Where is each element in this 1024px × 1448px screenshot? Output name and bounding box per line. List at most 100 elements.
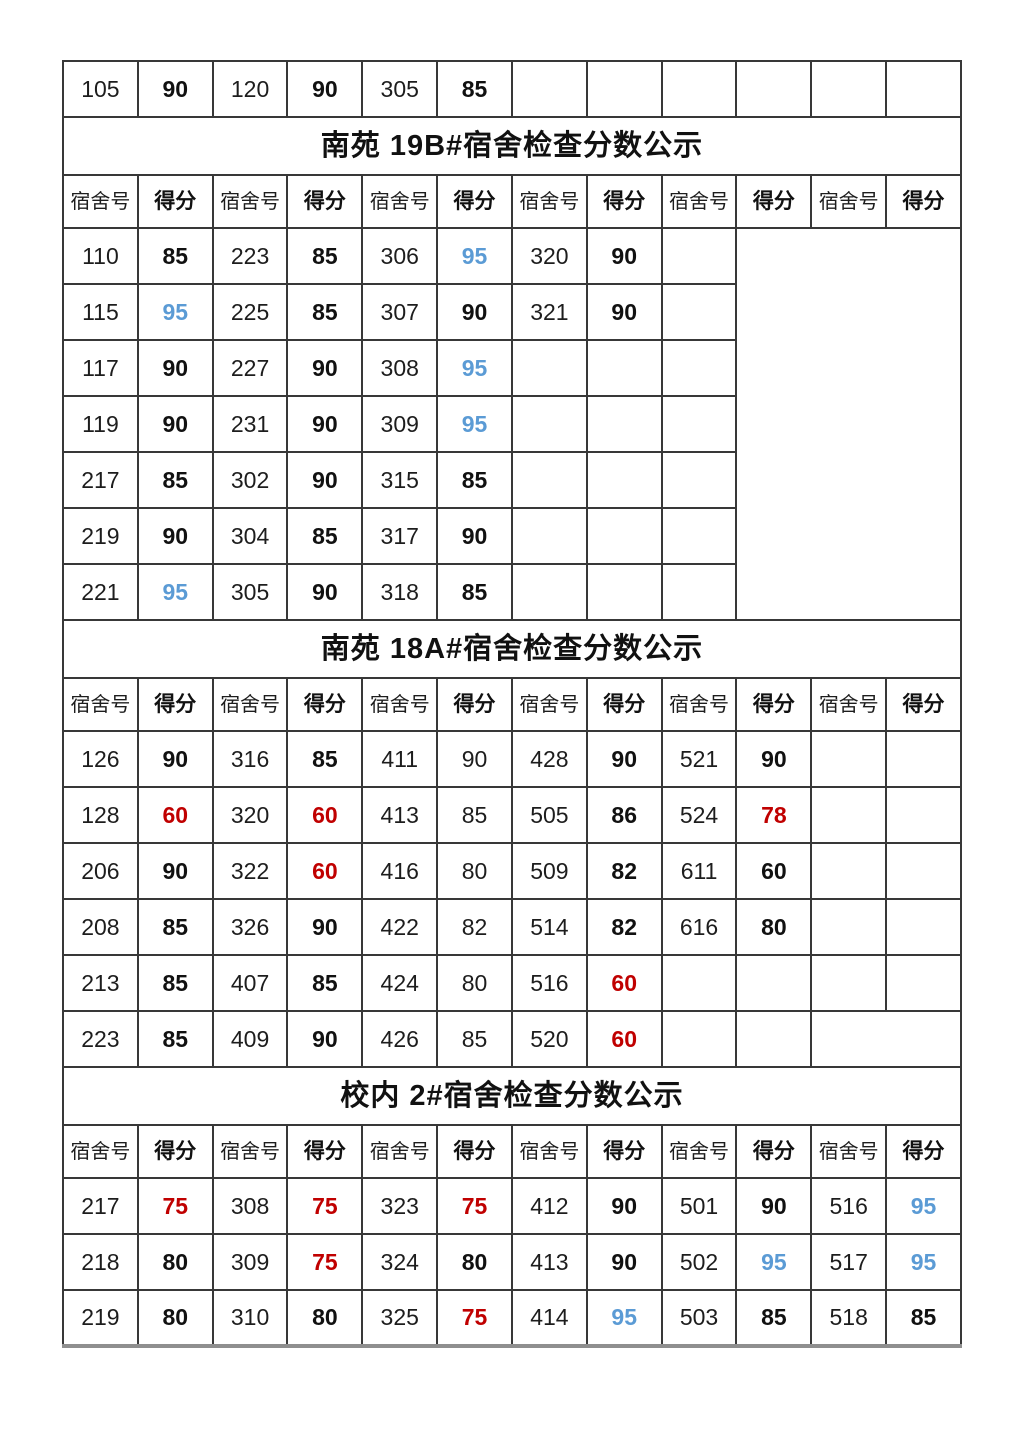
room-number-cell: 218	[62, 1233, 139, 1291]
section-title-row: 校内 2#宿舍检查分数公示	[62, 1066, 962, 1126]
header-room-label: 宿舍号	[660, 174, 738, 229]
section-title-row: 南苑 19B#宿舍检查分数公示	[62, 116, 962, 176]
room-number-cell: 221	[62, 563, 139, 621]
score-cell: 90	[136, 339, 214, 397]
score-cell: 90	[136, 507, 214, 565]
score-cell: 60	[585, 1010, 663, 1068]
score-cell: 80	[136, 1233, 214, 1291]
room-number-cell: 524	[660, 786, 738, 844]
score-cell: 85	[286, 730, 364, 788]
score-cell: 90	[286, 339, 364, 397]
room-number-cell: 521	[660, 730, 738, 788]
empty-cell	[735, 1010, 813, 1068]
header-score-label: 得分	[136, 1124, 214, 1179]
table-row: 119 90 231 90 309 95	[62, 395, 961, 453]
room-number-cell: 411	[361, 730, 439, 788]
score-cell: 90	[585, 1233, 663, 1291]
score-cell: 80	[436, 954, 513, 1012]
score-cell: 90	[585, 730, 663, 788]
header-room-label: 宿舍号	[62, 677, 139, 732]
score-cell: 60	[286, 842, 364, 900]
empty-cell	[885, 842, 962, 900]
room-number-cell: 308	[361, 339, 439, 397]
table-row: 217 75 308 75 323 75 412 90 501 90 516 95	[62, 1177, 962, 1235]
room-number-cell: 520	[510, 1010, 588, 1068]
score-cell: 85	[436, 60, 513, 118]
score-cell: 75	[136, 1177, 214, 1235]
empty-cell	[660, 507, 738, 565]
score-cell: 85	[136, 954, 214, 1012]
header-score-label: 得分	[585, 677, 663, 732]
score-cell: 90	[286, 395, 364, 453]
score-cell: 95	[436, 395, 513, 453]
room-number-cell: 120	[211, 60, 289, 118]
room-number-cell: 128	[62, 786, 139, 844]
room-number-cell: 502	[660, 1233, 738, 1291]
table-row: 219 90 304 85 317 90	[62, 507, 961, 565]
room-number-cell: 217	[62, 1177, 139, 1235]
header-score-label: 得分	[136, 174, 214, 229]
header-room-label: 宿舍号	[510, 174, 588, 229]
empty-cell	[810, 954, 888, 1012]
room-number-cell: 323	[361, 1177, 439, 1235]
empty-cell	[810, 898, 888, 956]
room-number-cell: 518	[810, 1289, 888, 1347]
header-room-label: 宿舍号	[211, 1124, 289, 1179]
room-number-cell: 307	[361, 283, 439, 341]
score-cell: 85	[286, 283, 364, 341]
room-number-cell: 416	[361, 842, 439, 900]
empty-cell	[885, 786, 962, 844]
score-cell: 95	[735, 1233, 813, 1291]
room-number-cell: 119	[62, 395, 139, 453]
score-cell: 90	[136, 730, 214, 788]
room-number-cell: 302	[211, 451, 289, 509]
empty-cell	[660, 283, 738, 341]
room-number-cell: 117	[62, 339, 139, 397]
room-number-cell: 413	[510, 1233, 588, 1291]
empty-cell	[510, 507, 588, 565]
score-cell: 75	[286, 1233, 364, 1291]
section-title-row: 南苑 18A#宿舍检查分数公示	[62, 619, 962, 679]
header-score-label: 得分	[436, 174, 513, 229]
room-number-cell: 308	[211, 1177, 289, 1235]
header-score-label: 得分	[436, 677, 513, 732]
empty-cell	[585, 507, 663, 565]
score-cell: 85	[136, 898, 214, 956]
score-cell: 95	[436, 339, 513, 397]
room-number-cell: 516	[810, 1177, 888, 1235]
section-title: 校内 2#宿舍检查分数公示	[62, 1066, 962, 1126]
score-cell: 90	[585, 227, 663, 285]
empty-cell	[585, 339, 663, 397]
header-score-label: 得分	[885, 1124, 962, 1179]
table-row: 126 90 316 85 411 90 428 90 521 90	[62, 730, 962, 788]
room-number-cell: 223	[62, 1010, 139, 1068]
header-room-label: 宿舍号	[361, 174, 439, 229]
header-row: 宿舍号 得分 宿舍号 得分 宿舍号 得分 宿舍号 得分 宿舍号 得分 宿舍号 得分	[62, 1124, 962, 1179]
header-score-label: 得分	[585, 174, 663, 229]
score-cell: 90	[735, 730, 813, 788]
empty-cell	[585, 451, 663, 509]
header-score-label: 得分	[136, 677, 214, 732]
score-cell: 85	[136, 1010, 214, 1068]
header-room-label: 宿舍号	[361, 677, 439, 732]
header-score-label: 得分	[735, 677, 813, 732]
score-cell: 78	[735, 786, 813, 844]
room-number-cell: 326	[211, 898, 289, 956]
empty-cell	[510, 395, 588, 453]
score-cell: 60	[585, 954, 663, 1012]
empty-cell	[660, 395, 738, 453]
empty-cell	[885, 954, 962, 1012]
score-cell: 85	[286, 507, 364, 565]
score-cell: 60	[735, 842, 813, 900]
score-cell: 85	[286, 954, 364, 1012]
score-cell: 90	[286, 60, 364, 118]
room-number-cell: 227	[211, 339, 289, 397]
empty-cell	[810, 1010, 962, 1068]
score-cell: 90	[136, 60, 214, 118]
score-cell: 90	[286, 898, 364, 956]
room-number-cell: 325	[361, 1289, 439, 1347]
table-row: 206 90 322 60 416 80 509 82 611 60	[62, 842, 962, 900]
room-number-cell: 424	[361, 954, 439, 1012]
room-number-cell: 304	[211, 507, 289, 565]
